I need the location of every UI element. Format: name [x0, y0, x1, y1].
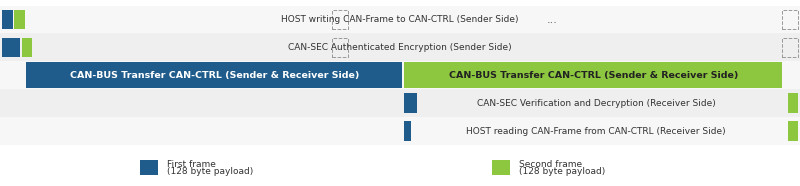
Bar — [14, 10, 25, 29]
Bar — [2, 38, 20, 57]
Text: CAN-BUS Transfer CAN-CTRL (Sender & Receiver Side): CAN-BUS Transfer CAN-CTRL (Sender & Rece… — [449, 71, 738, 80]
Bar — [404, 121, 411, 141]
Bar — [332, 10, 348, 29]
Text: HOST writing CAN-Frame to CAN-CTRL (Sender Side): HOST writing CAN-Frame to CAN-CTRL (Send… — [282, 15, 518, 24]
Text: HOST reading CAN-Frame from CAN-CTRL (Receiver Side): HOST reading CAN-Frame from CAN-CTRL (Re… — [466, 127, 726, 136]
Text: (128 byte payload): (128 byte payload) — [167, 167, 254, 176]
Bar — [0, 61, 800, 89]
Bar — [782, 38, 798, 57]
Text: Second frame: Second frame — [519, 160, 582, 169]
Bar — [788, 121, 798, 141]
Bar — [788, 93, 798, 113]
Bar — [26, 62, 402, 88]
Text: (128 byte payload): (128 byte payload) — [519, 167, 606, 176]
Bar — [140, 160, 158, 175]
Text: CAN-SEC Verification and Decryption (Receiver Side): CAN-SEC Verification and Decryption (Rec… — [477, 99, 715, 108]
Bar — [0, 33, 800, 61]
Bar — [0, 117, 800, 145]
Bar — [332, 38, 348, 57]
Bar — [782, 10, 798, 29]
Bar — [0, 89, 800, 117]
Bar — [404, 93, 417, 113]
Bar — [404, 62, 782, 88]
Text: CAN-BUS Transfer CAN-CTRL (Sender & Receiver Side): CAN-BUS Transfer CAN-CTRL (Sender & Rece… — [70, 71, 359, 80]
Text: CAN-SEC Authenticated Encryption (Sender Side): CAN-SEC Authenticated Encryption (Sender… — [288, 43, 512, 52]
Text: First frame: First frame — [167, 160, 216, 169]
Text: ...: ... — [546, 15, 558, 25]
Bar — [22, 38, 32, 57]
Bar — [2, 10, 13, 29]
Bar — [492, 160, 510, 175]
Bar — [0, 6, 800, 33]
